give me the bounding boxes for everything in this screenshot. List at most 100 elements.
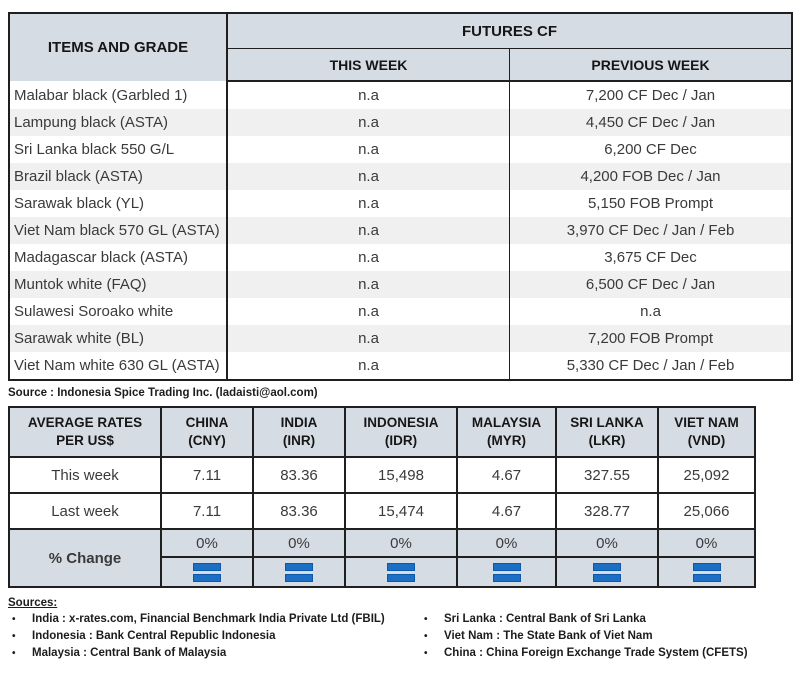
- item-name: Sarawak white (BL): [9, 325, 228, 352]
- futures-table: ITEMS AND GRADE FUTURES CF THIS WEEK PRE…: [8, 12, 793, 381]
- change-icon-row: [9, 556, 756, 588]
- country-name: VIET NAM: [674, 415, 739, 431]
- sources-left-column: • India : x-rates.com, Financial Benchma…: [8, 611, 420, 662]
- list-item: • Indonesia : Bank Central Republic Indo…: [8, 628, 420, 645]
- previous-week-header: PREVIOUS WEEK: [509, 48, 792, 82]
- bullet-icon: •: [424, 614, 428, 625]
- item-name: Viet Nam white 630 GL (ASTA): [9, 352, 228, 380]
- table-row: Sri Lanka black 550 G/L n.a 6,200 CF Dec: [9, 136, 792, 163]
- rate-value: 7.11: [160, 456, 254, 494]
- source-line: Source : Indonesia Spice Trading Inc. (l…: [8, 387, 318, 399]
- bullet-icon: •: [424, 648, 428, 659]
- item-name: Sarawak black (YL): [9, 190, 228, 217]
- this-week-value: n.a: [358, 357, 379, 374]
- rate-value: 25,092: [657, 456, 756, 494]
- this-week-value: n.a: [358, 222, 379, 239]
- equal-icon: [387, 562, 415, 582]
- table-row: Muntok white (FAQ) n.a 6,500 CF Dec / Ja…: [9, 271, 792, 298]
- icon-cell: [456, 556, 557, 588]
- bullet-icon: •: [424, 631, 428, 642]
- table-row: Viet Nam black 570 GL (ASTA) n.a 3,970 C…: [9, 217, 792, 244]
- table-row: Malabar black (Garbled 1) n.a 7,200 CF D…: [9, 81, 792, 109]
- rate-value: 15,498: [344, 456, 458, 494]
- sources-section: Sources: • India : x-rates.com, Financia…: [8, 597, 793, 662]
- currency-code: (VND): [687, 433, 726, 448]
- previous-week-value: 4,200 FOB Dec / Jan: [509, 163, 792, 190]
- column-header-china: CHINA (CNY): [160, 406, 254, 458]
- currency-code: (IDR): [384, 433, 418, 448]
- items-and-grade-header: ITEMS AND GRADE: [9, 13, 228, 81]
- source-text: Viet Nam : The State Bank of Viet Nam: [444, 630, 653, 642]
- pct-change-value: 0%: [555, 528, 659, 558]
- item-name: Viet Nam black 570 GL (ASTA): [9, 217, 228, 244]
- item-name: Lampung black (ASTA): [9, 109, 228, 136]
- currency-code: (LKR): [588, 433, 626, 448]
- rate-value: 4.67: [456, 456, 557, 494]
- previous-week-value: 4,450 CF Dec / Jan: [509, 109, 792, 136]
- list-item: • India : x-rates.com, Financial Benchma…: [8, 611, 420, 628]
- futures-cf-header: FUTURES CF: [227, 13, 792, 49]
- table-row: Sulawesi Soroako white n.a n.a: [9, 298, 792, 325]
- this-week-value: n.a: [358, 249, 379, 266]
- pct-change-value: 0%: [252, 528, 346, 558]
- equal-icon: [692, 562, 721, 582]
- this-week-value: n.a: [358, 276, 379, 293]
- rate-value: 7.11: [160, 492, 254, 530]
- column-header-malaysia: MALAYSIA (MYR): [456, 406, 557, 458]
- this-week-value: n.a: [358, 303, 379, 320]
- previous-week-value: 3,675 CF Dec: [509, 244, 792, 271]
- rate-value: 83.36: [252, 492, 346, 530]
- icon-cell: [252, 556, 346, 588]
- icon-cell: [160, 556, 254, 588]
- item-name: Brazil black (ASTA): [9, 163, 228, 190]
- average-rates-header-line2: PER US$: [56, 433, 114, 448]
- country-name: INDIA: [280, 415, 318, 431]
- rate-value: 25,066: [657, 492, 756, 530]
- list-item: • Sri Lanka : Central Bank of Sri Lanka: [420, 611, 793, 628]
- list-item: • Viet Nam : The State Bank of Viet Nam: [420, 628, 793, 645]
- table-row: Madagascar black (ASTA) n.a 3,675 CF Dec: [9, 244, 792, 271]
- rate-value: 4.67: [456, 492, 557, 530]
- this-week-value: n.a: [358, 330, 379, 347]
- table-row: Sarawak black (YL) n.a 5,150 FOB Prompt: [9, 190, 792, 217]
- item-name: Sri Lanka black 550 G/L: [9, 136, 228, 163]
- row-label-this-week: This week: [8, 456, 162, 494]
- pct-change-value: 0%: [344, 528, 458, 558]
- equal-icon: [593, 562, 621, 582]
- previous-week-value: 5,150 FOB Prompt: [509, 190, 792, 217]
- rate-value: 327.55: [555, 456, 659, 494]
- table-row: Lampung black (ASTA) n.a 4,450 CF Dec / …: [9, 109, 792, 136]
- pct-change-value: 0%: [160, 528, 254, 558]
- source-text: Sri Lanka : Central Bank of Sri Lanka: [444, 613, 646, 625]
- previous-week-value: 7,200 FOB Prompt: [509, 325, 792, 352]
- equal-icon: [492, 562, 521, 582]
- average-rates-header-line1: AVERAGE RATES: [27, 415, 143, 431]
- average-rates-table: AVERAGE RATES PER US$ CHINA (CNY) INDIA …: [8, 406, 756, 588]
- currency-code: (INR): [282, 433, 316, 448]
- rate-value: 83.36: [252, 456, 346, 494]
- bullet-icon: •: [12, 631, 16, 642]
- item-name: Muntok white (FAQ): [9, 271, 228, 298]
- previous-week-value: 6,200 CF Dec: [509, 136, 792, 163]
- pct-change-value: 0%: [657, 528, 756, 558]
- this-week-value: n.a: [358, 141, 379, 158]
- country-name: SRI LANKA: [570, 415, 644, 431]
- this-week-header: THIS WEEK: [227, 48, 510, 82]
- table-row: Viet Nam white 630 GL (ASTA) n.a 5,330 C…: [9, 352, 792, 380]
- country-name: INDONESIA: [363, 415, 439, 431]
- futures-table-body: Malabar black (Garbled 1) n.a 7,200 CF D…: [9, 81, 792, 380]
- this-week-row: This week 7.11 83.36 15,498 4.67 327.55 …: [8, 456, 756, 494]
- previous-week-value: 7,200 CF Dec / Jan: [509, 81, 792, 109]
- rate-value: 15,474: [344, 492, 458, 530]
- equal-icon: [193, 562, 221, 582]
- row-label-pct-change: % Change: [8, 528, 162, 588]
- this-week-value: n.a: [358, 114, 379, 131]
- bullet-icon: •: [12, 648, 16, 659]
- pct-change-value: 0%: [456, 528, 557, 558]
- icon-cell: [657, 556, 756, 588]
- source-text: Indonesia : Bank Central Republic Indone…: [32, 630, 276, 642]
- previous-week-value: 3,970 CF Dec / Jan / Feb: [509, 217, 792, 244]
- this-week-value: n.a: [358, 87, 379, 104]
- country-name: CHINA: [185, 415, 229, 431]
